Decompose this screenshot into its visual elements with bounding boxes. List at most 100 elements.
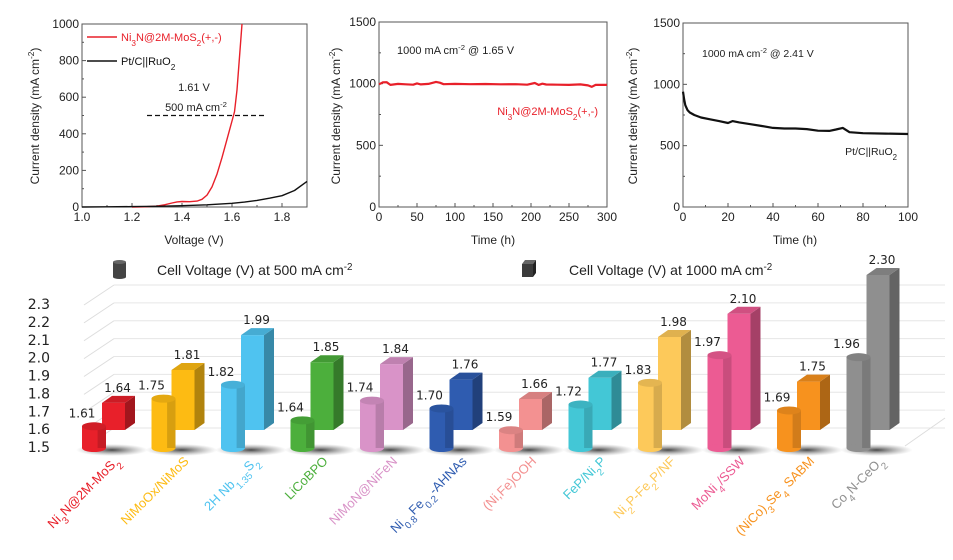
y-tick-label: 0 [72, 200, 79, 214]
bar-group: 1.76 1.70 [416, 358, 496, 456]
bar-1000 [380, 364, 403, 430]
x-axis-label: Voltage (V) [164, 233, 223, 247]
x-tick-label: 0 [376, 210, 383, 224]
bar-1000-top [727, 306, 761, 314]
y-axis-label: Current density (mA cm-2) [26, 48, 42, 185]
y-tick-label: 500 [356, 138, 376, 152]
series-line-0 [681, 91, 909, 136]
category-label: Ni0.8Fe0.2-AHNAs [387, 453, 474, 540]
grid-diagonal [83, 338, 115, 360]
series-label: Ni3N@2M-MoS2(+,-) [497, 106, 598, 122]
x-tick-label: 50 [410, 210, 424, 224]
bar-500-top [82, 422, 106, 431]
bar-1000 [866, 275, 890, 430]
bar-1000 [797, 381, 820, 430]
data-label-1000: 1.99 [243, 313, 270, 327]
data-label-1000: 1.98 [660, 315, 687, 329]
bar-500-shade [236, 384, 245, 448]
bar-500-shade [445, 408, 454, 448]
axis-ticks: 1.0 1.2 1.4 1.6 1.8 0 200 400 600 800 1000 [52, 17, 290, 224]
data-label-1000: 1.84 [382, 342, 409, 356]
series-lines [378, 80, 607, 88]
bar-1000-side [403, 357, 413, 430]
bar-1000-top [797, 374, 830, 382]
bar-500-shade [514, 430, 523, 448]
bar-group: 1.84 1.74 [347, 342, 426, 456]
y-tick-labels: 2.3 2.2 2.1 2.0 1.91.8 1.7 1.6 1.5 [28, 297, 50, 456]
category-label: NiMoN@NiFeN [326, 454, 400, 528]
legend-label-ni3n: Ni3N@2M-MoS2(+,-) [121, 32, 222, 48]
data-label-500: 1.82 [208, 365, 235, 379]
y-tick-label: 1000 [349, 77, 376, 91]
bar-500-top [360, 396, 384, 405]
bar-500-shade [97, 426, 106, 448]
x-axis-label: Time (h) [471, 233, 515, 247]
bar-500-top [568, 400, 593, 409]
y-tick-label: 500 [660, 139, 680, 153]
series-line-1 [81, 180, 308, 208]
data-label-500: 1.64 [277, 400, 304, 414]
y-tick-label: 400 [59, 127, 79, 141]
bar-1000 [727, 313, 751, 430]
series-label: Pt/C||RuO2 [845, 146, 897, 162]
bar-group: 1.99 1.82 [208, 313, 287, 456]
legend: Cell Voltage (V) at 500 mA cm-2 Cell Vol… [113, 260, 772, 279]
axis-ticks: 0 50 100 150 200 250 300 0 500 1000 1500 [349, 15, 617, 224]
bar-1000-top [102, 395, 135, 403]
bar-group: 1.77 1.72 [555, 356, 635, 456]
bar-1000-side [264, 328, 274, 430]
series-line-0 [131, 23, 243, 208]
bar-1000 [588, 377, 612, 430]
bar-1000 [102, 402, 125, 430]
bar-500-shade [306, 420, 315, 448]
bar-1000 [171, 369, 195, 430]
bar-1000-top [866, 268, 900, 275]
y-tick-label: 1.5 [28, 440, 50, 456]
bar-1000-side [542, 392, 552, 430]
bar-500-top [290, 416, 315, 425]
cell-voltage-bar-chart: 2.3 2.2 2.1 2.0 1.91.8 1.7 1.6 1.5 Cell Voltage… [28, 253, 946, 540]
bar-500-shade [862, 357, 871, 448]
y-tick-label: 2.3 [28, 297, 50, 313]
x-tick-label: 80 [856, 210, 870, 224]
series-line-0 [378, 80, 607, 88]
category-label: FeP/Ni2P [560, 454, 613, 507]
grid-diagonal [83, 356, 115, 377]
bar-1000-side [333, 355, 344, 430]
data-label-1000: 2.10 [730, 292, 757, 306]
bars: 1.64 1.61 1.81 1.75 1.99 1.82 1.85 1.64 1.84 1.74… [69, 253, 913, 456]
data-label-500: 1.59 [486, 410, 513, 424]
condition-annotation: 1000 mA cm-2 @ 2.41 V [702, 46, 814, 61]
bar-1000-side [750, 306, 761, 430]
bar-500-top [429, 404, 454, 413]
y-tick-label: 600 [59, 90, 79, 104]
series-lines [81, 23, 308, 208]
bar-group: 1.98 1.83 [625, 315, 704, 456]
data-label-500: 1.83 [625, 363, 652, 377]
bar-1000-side [681, 330, 691, 430]
bar-500-top [221, 380, 245, 389]
legend-label-500: Cell Voltage (V) at 500 mA cm-2 [157, 262, 352, 279]
bar-group: 2.30 1.96 [833, 253, 913, 456]
x-tick-label: 300 [597, 210, 617, 224]
x-tick-label: 0 [680, 210, 687, 224]
x-tick-label: 1.0 [74, 210, 91, 224]
bar-500-shade [723, 355, 732, 448]
bar-1000-side [125, 395, 135, 430]
floor-edge [904, 417, 946, 447]
data-label-1000: 1.85 [313, 340, 340, 354]
data-label-500: 1.74 [347, 381, 374, 395]
bar-500-top [151, 394, 176, 403]
bar-500-shade [375, 400, 384, 448]
y-axis-label: Current density (mA cm-2) [327, 48, 343, 185]
grid-diagonal [83, 373, 115, 395]
x-axis-label: Time (h) [773, 233, 817, 247]
annotation-voltage: 1.61 V [178, 82, 210, 94]
bar-1000 [519, 399, 542, 430]
bar-1000 [658, 337, 681, 430]
y-tick-label: 1.7 [28, 404, 50, 420]
